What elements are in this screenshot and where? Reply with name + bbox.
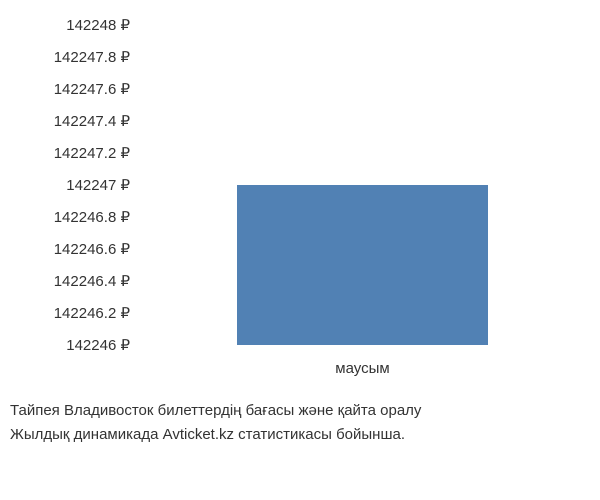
price-chart: 142248 ₽ 142247.8 ₽ 142247.6 ₽ 142247.4 ₽ 14…: [0, 0, 600, 500]
y-tick-label: 142246.8 ₽: [54, 208, 130, 226]
y-tick-label: 142247 ₽: [66, 176, 130, 194]
y-tick-label: 142247.4 ₽: [54, 112, 130, 130]
y-tick-label: 142246.4 ₽: [54, 272, 130, 290]
y-tick-label: 142247.2 ₽: [54, 144, 130, 162]
x-tick-label: маусым: [335, 360, 389, 377]
y-tick-label: 142247.8 ₽: [54, 48, 130, 66]
y-tick-label: 142246 ₽: [66, 336, 130, 354]
y-tick-label: 142246.2 ₽: [54, 304, 130, 322]
y-tick-label: 142246.6 ₽: [54, 240, 130, 258]
plot-area: [135, 25, 590, 345]
bar-0: [237, 185, 487, 345]
y-tick-label: 142247.6 ₽: [54, 80, 130, 98]
caption-line-1: Тайпея Владивосток билеттердің бағасы жә…: [10, 400, 421, 421]
y-tick-label: 142248 ₽: [66, 16, 130, 34]
caption-line-2: Жылдық динамикада Avticket.kz статистика…: [10, 424, 405, 445]
